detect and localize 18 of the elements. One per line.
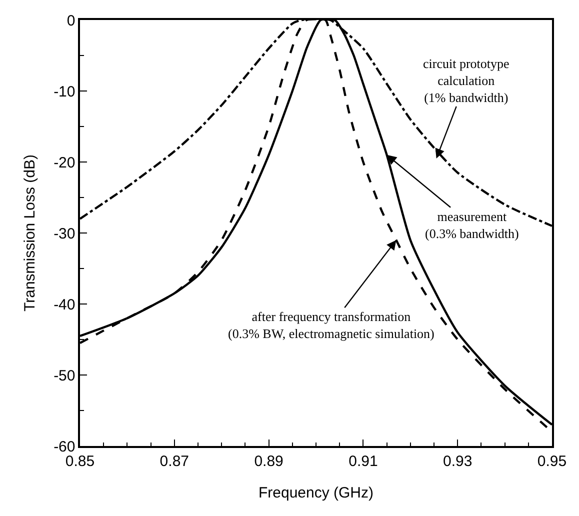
y-tick-label: -30: [54, 225, 76, 242]
x-tick-label: 0.87: [160, 452, 189, 470]
y-axis-title: Transmission Loss (dB): [21, 154, 38, 312]
y-tick-label: -60: [54, 438, 76, 456]
y-tick-label: 0: [66, 12, 76, 30]
x-tick-label: 0.85: [65, 452, 95, 470]
y-tick-label: -50: [54, 367, 76, 384]
annotation: after frequency transformation (0.3% BW, electromagnetic simulation): [228, 309, 434, 341]
x-axis-title: Frequency (GHz): [258, 484, 374, 502]
x-tick-label: 0.93: [443, 452, 472, 470]
y-tick-label: -40: [54, 296, 76, 314]
x-tick-label: 0.89: [254, 452, 284, 470]
x-tick-label: 0.91: [348, 452, 378, 470]
x-tick-label: 0.95: [537, 452, 567, 470]
y-tick-label: -10: [54, 83, 76, 100]
annotation: circuit prototype calculation (1% bandwidth): [423, 56, 510, 105]
annotation: measurement (0.3% bandwidth): [425, 209, 519, 241]
y-tick-label: -20: [54, 154, 76, 172]
